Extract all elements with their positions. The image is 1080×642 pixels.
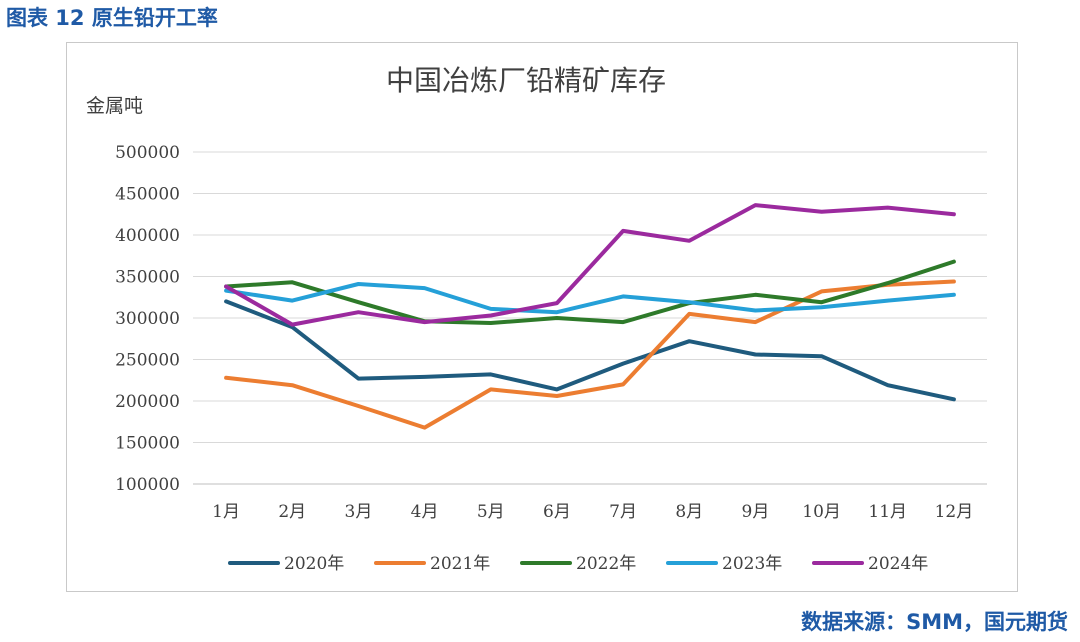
y-tick-label: 300000 — [115, 309, 180, 329]
y-tick-label: 450000 — [115, 185, 180, 205]
x-tick-label: 3月 — [345, 502, 373, 522]
x-tick-label: 7月 — [609, 502, 637, 522]
y-tick-label: 200000 — [115, 392, 180, 412]
x-tick-label: 6月 — [543, 502, 571, 522]
series-line-2020年 — [224, 299, 956, 402]
x-tick-label: 2月 — [278, 502, 306, 522]
chart-frame — [66, 42, 1018, 592]
y-tick-label: 350000 — [115, 268, 180, 288]
series-line-2023年 — [224, 282, 956, 315]
y-tick-label: 100000 — [115, 475, 180, 495]
chart-title: 中国冶炼厂铅精矿库存 — [386, 64, 666, 97]
x-tick-label: 9月 — [742, 502, 770, 522]
legend-label: 2024年 — [868, 554, 928, 574]
legend-label: 2020年 — [284, 554, 344, 574]
legend-label: 2022年 — [576, 554, 636, 574]
y-tick-label: 400000 — [115, 226, 180, 246]
x-tick-label: 12月 — [935, 502, 974, 522]
y-axis-label: 金属吨 — [86, 95, 143, 117]
figure-title: 图表 12 原生铅开工率 — [6, 6, 218, 30]
x-tick-label: 1月 — [212, 502, 240, 522]
x-tick-label: 10月 — [802, 502, 841, 522]
x-tick-label: 8月 — [675, 502, 703, 522]
series-line-2024年 — [224, 203, 956, 327]
x-tick-label: 11月 — [868, 502, 907, 522]
y-tick-label: 500000 — [115, 143, 180, 163]
x-tick-label: 5月 — [477, 502, 505, 522]
data-source: 数据来源：SMM，国元期货 — [801, 610, 1068, 634]
x-tick-label: 4月 — [411, 502, 439, 522]
legend-label: 2021年 — [430, 554, 490, 574]
legend-label: 2023年 — [722, 554, 782, 574]
y-tick-label: 250000 — [115, 351, 180, 371]
series-line-2022年 — [224, 259, 956, 325]
y-tick-label: 150000 — [115, 434, 180, 454]
series-line-2021年 — [224, 279, 956, 430]
